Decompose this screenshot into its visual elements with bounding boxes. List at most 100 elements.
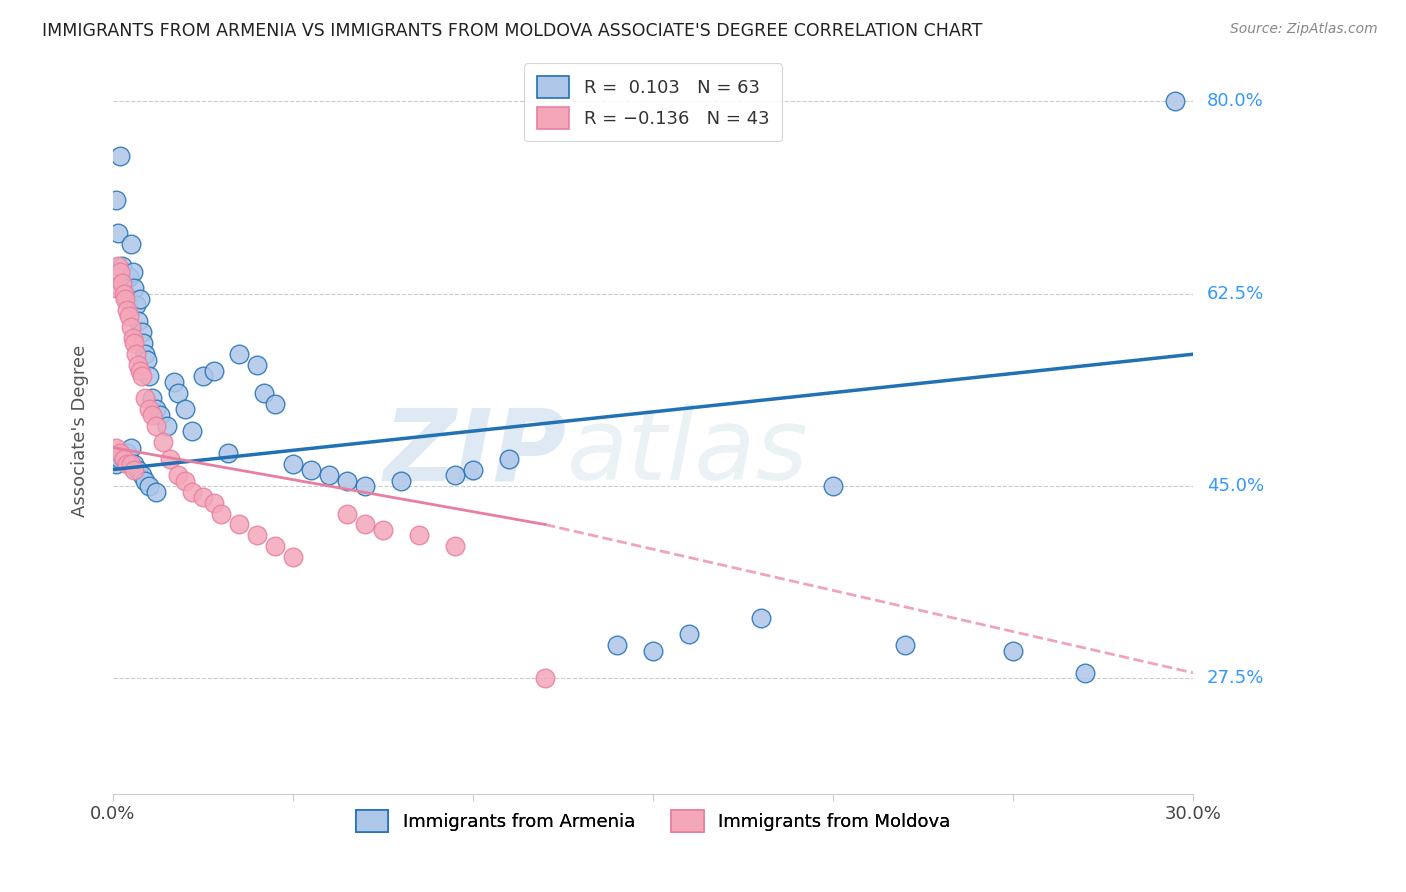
Point: [118, 270, 141, 285]
Point: [371, 523, 394, 537]
Point: [120, 319, 142, 334]
Point: [134, 391, 156, 405]
Text: IMMIGRANTS FROM ARMENIA VS IMMIGRANTS FROM MOLDOVA ASSOCIATE'S DEGREE CORRELATIO: IMMIGRANTS FROM ARMENIA VS IMMIGRANTS FR…: [42, 22, 983, 40]
Point: [166, 468, 188, 483]
Point: [823, 479, 845, 493]
Point: [112, 451, 135, 466]
Point: [108, 446, 131, 460]
Point: [105, 281, 128, 295]
Point: [444, 540, 467, 554]
Point: [138, 369, 160, 384]
Point: [105, 194, 128, 208]
Point: [149, 408, 172, 422]
Point: [131, 325, 153, 339]
Point: [112, 286, 135, 301]
Point: [498, 451, 520, 466]
Point: [408, 528, 430, 542]
Point: [281, 457, 304, 471]
Point: [749, 611, 772, 625]
Point: [128, 292, 150, 306]
Point: [152, 435, 174, 450]
Point: [264, 396, 287, 410]
Point: [117, 303, 139, 318]
Point: [107, 260, 129, 274]
Point: [105, 457, 128, 471]
Point: [108, 451, 131, 466]
Text: 80.0%: 80.0%: [1208, 93, 1264, 111]
Point: [141, 391, 163, 405]
Point: [141, 408, 163, 422]
Point: [318, 468, 340, 483]
Point: [127, 358, 149, 372]
Point: [138, 479, 160, 493]
Point: [156, 418, 179, 433]
Point: [134, 347, 156, 361]
Point: [217, 446, 239, 460]
Point: [111, 260, 134, 274]
Point: [114, 292, 136, 306]
Point: [108, 265, 131, 279]
Point: [105, 441, 128, 455]
Point: [131, 369, 153, 384]
Point: [145, 484, 167, 499]
Point: [181, 484, 204, 499]
Point: [120, 237, 142, 252]
Point: [641, 644, 664, 658]
Point: [354, 517, 377, 532]
Point: [125, 347, 148, 361]
Point: [145, 402, 167, 417]
Point: [202, 495, 225, 509]
Point: [134, 474, 156, 488]
Point: [132, 336, 155, 351]
Text: 45.0%: 45.0%: [1208, 477, 1264, 495]
Point: [138, 402, 160, 417]
Y-axis label: Associate's Degree: Associate's Degree: [72, 345, 89, 517]
Point: [127, 314, 149, 328]
Point: [264, 540, 287, 554]
Point: [606, 638, 628, 652]
Point: [202, 364, 225, 378]
Point: [209, 507, 232, 521]
Point: [117, 457, 139, 471]
Point: [131, 468, 153, 483]
Text: 62.5%: 62.5%: [1208, 285, 1264, 302]
Point: [894, 638, 917, 652]
Legend: Immigrants from Armenia, Immigrants from Moldova: Immigrants from Armenia, Immigrants from…: [349, 803, 957, 839]
Point: [145, 418, 167, 433]
Point: [124, 457, 146, 471]
Point: [117, 446, 139, 460]
Point: [108, 149, 131, 163]
Point: [120, 457, 142, 471]
Point: [112, 276, 135, 290]
Point: [125, 298, 148, 312]
Point: [246, 528, 269, 542]
Point: [127, 462, 149, 476]
Point: [118, 309, 141, 323]
Point: [228, 347, 250, 361]
Text: atlas: atlas: [567, 404, 808, 501]
Point: [112, 451, 135, 466]
Point: [1164, 95, 1187, 109]
Point: [173, 474, 195, 488]
Point: [228, 517, 250, 532]
Point: [114, 286, 136, 301]
Text: ZIP: ZIP: [384, 404, 567, 501]
Point: [461, 462, 484, 476]
Point: [191, 369, 214, 384]
Point: [678, 627, 700, 641]
Point: [124, 462, 146, 476]
Point: [336, 507, 359, 521]
Point: [281, 550, 304, 565]
Point: [253, 385, 276, 400]
Point: [166, 385, 188, 400]
Point: [1074, 665, 1097, 680]
Point: [181, 424, 204, 438]
Point: [354, 479, 377, 493]
Text: 27.5%: 27.5%: [1208, 669, 1264, 688]
Point: [534, 671, 557, 685]
Point: [124, 281, 146, 295]
Point: [124, 336, 146, 351]
Point: [444, 468, 467, 483]
Point: [389, 474, 412, 488]
Point: [1002, 644, 1025, 658]
